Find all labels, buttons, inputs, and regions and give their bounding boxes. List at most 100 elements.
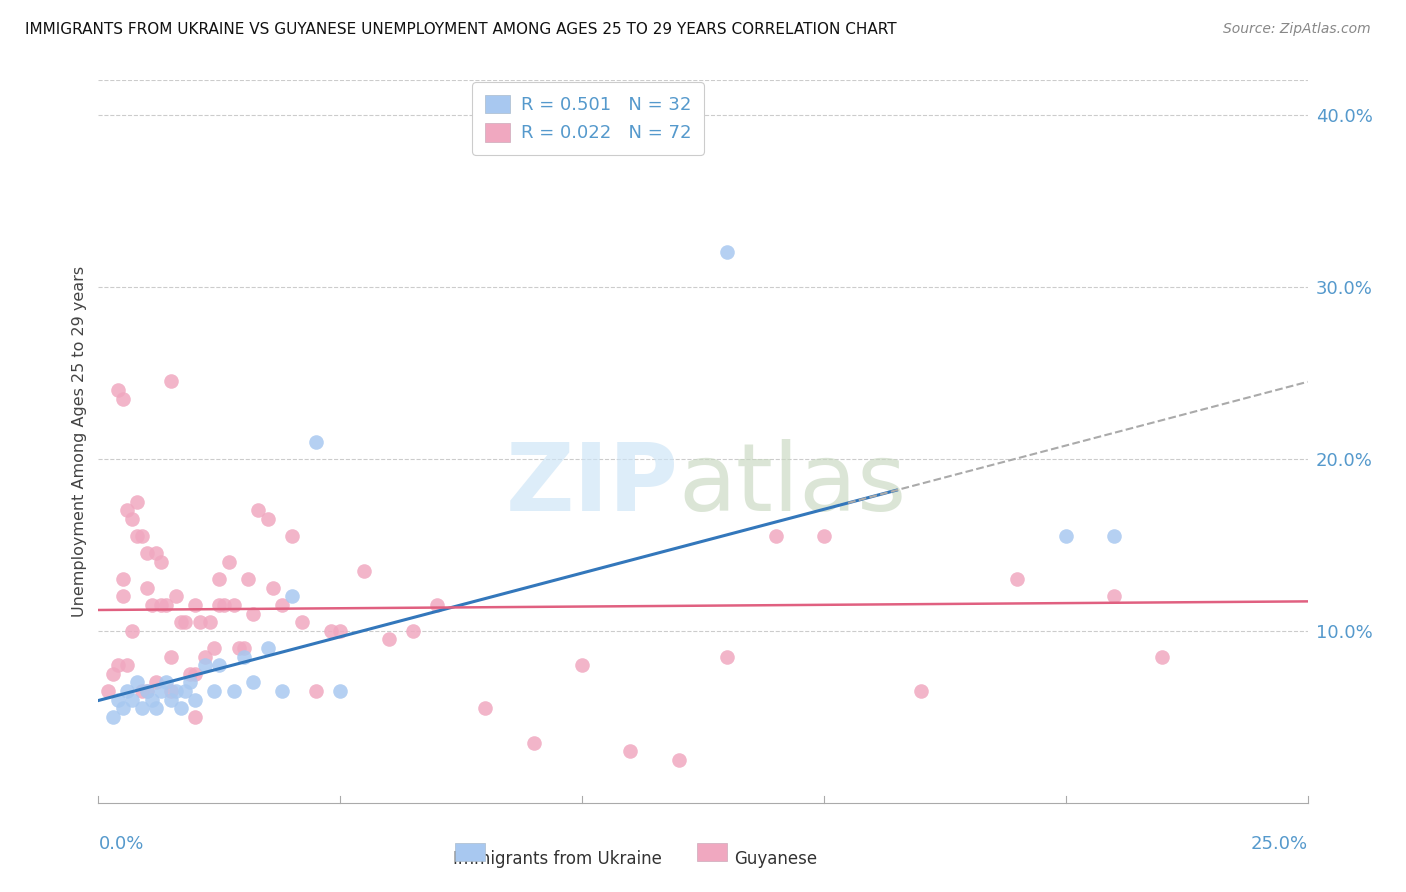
Point	[228, 640, 250, 655]
Point	[135, 684, 157, 698]
Point	[232, 640, 254, 655]
Point	[165, 684, 187, 698]
Point	[668, 753, 690, 767]
Point	[150, 598, 173, 612]
Point	[523, 735, 546, 749]
Point	[141, 598, 163, 612]
Point	[121, 692, 143, 706]
FancyBboxPatch shape	[697, 843, 727, 861]
Point	[127, 529, 149, 543]
Point	[184, 710, 207, 724]
Point	[271, 684, 294, 698]
Point	[179, 675, 201, 690]
Point	[208, 658, 231, 673]
Point	[290, 615, 312, 630]
Text: 25.0%: 25.0%	[1250, 835, 1308, 854]
Point	[194, 658, 217, 673]
Point	[256, 512, 278, 526]
Point	[242, 607, 264, 621]
Point	[1102, 529, 1125, 543]
Point	[179, 666, 201, 681]
Point	[141, 692, 163, 706]
Point	[188, 615, 211, 630]
Text: ZIP: ZIP	[506, 439, 679, 531]
Point	[169, 701, 191, 715]
Point	[107, 383, 129, 397]
Text: 0.0%: 0.0%	[98, 835, 143, 854]
Point	[117, 503, 139, 517]
Point	[111, 590, 134, 604]
Point	[131, 529, 153, 543]
Point	[121, 512, 143, 526]
Point	[184, 692, 207, 706]
Point	[107, 692, 129, 706]
FancyBboxPatch shape	[456, 843, 485, 861]
Point	[107, 658, 129, 673]
Point	[160, 692, 183, 706]
Point	[150, 684, 173, 698]
Point	[271, 598, 294, 612]
Point	[1054, 529, 1077, 543]
Point	[204, 684, 226, 698]
Text: Source: ZipAtlas.com: Source: ZipAtlas.com	[1223, 22, 1371, 37]
Point	[174, 684, 197, 698]
Point	[910, 684, 932, 698]
Point	[256, 640, 278, 655]
Point	[353, 564, 375, 578]
Point	[135, 546, 157, 560]
Legend: R = 0.501   N = 32, R = 0.022   N = 72: R = 0.501 N = 32, R = 0.022 N = 72	[472, 82, 704, 155]
Point	[155, 675, 177, 690]
Point	[329, 684, 352, 698]
Point	[155, 598, 177, 612]
Point	[165, 590, 187, 604]
Point	[619, 744, 641, 758]
Point	[194, 649, 217, 664]
Point	[145, 675, 167, 690]
Point	[319, 624, 342, 638]
Point	[169, 615, 191, 630]
Point	[813, 529, 835, 543]
Point	[242, 675, 264, 690]
Point	[111, 572, 134, 586]
Point	[208, 572, 231, 586]
Point	[716, 649, 738, 664]
Point	[174, 615, 197, 630]
Point	[1102, 590, 1125, 604]
Point	[402, 624, 425, 638]
Point	[131, 701, 153, 715]
Point	[765, 529, 787, 543]
Point	[222, 598, 245, 612]
Point	[121, 624, 143, 638]
Point	[131, 684, 153, 698]
Text: atlas: atlas	[679, 439, 907, 531]
Point	[281, 529, 304, 543]
Point	[281, 590, 304, 604]
Point	[238, 572, 260, 586]
Point	[232, 649, 254, 664]
Point	[222, 684, 245, 698]
Point	[305, 434, 328, 449]
Point	[150, 555, 173, 569]
Text: Guyanese: Guyanese	[734, 850, 817, 868]
Point	[426, 598, 449, 612]
Point	[184, 598, 207, 612]
Point	[101, 666, 124, 681]
Point	[145, 701, 167, 715]
Point	[111, 392, 134, 406]
Point	[160, 684, 183, 698]
Point	[305, 684, 328, 698]
Point	[111, 701, 134, 715]
Text: Immigrants from Ukraine: Immigrants from Ukraine	[454, 850, 662, 868]
Point	[184, 666, 207, 681]
Point	[145, 546, 167, 560]
Point	[117, 658, 139, 673]
Point	[571, 658, 593, 673]
Point	[135, 684, 157, 698]
Point	[247, 503, 270, 517]
Point	[212, 598, 235, 612]
Point	[329, 624, 352, 638]
Point	[204, 640, 226, 655]
Point	[97, 684, 120, 698]
Point	[160, 649, 183, 664]
Point	[198, 615, 221, 630]
